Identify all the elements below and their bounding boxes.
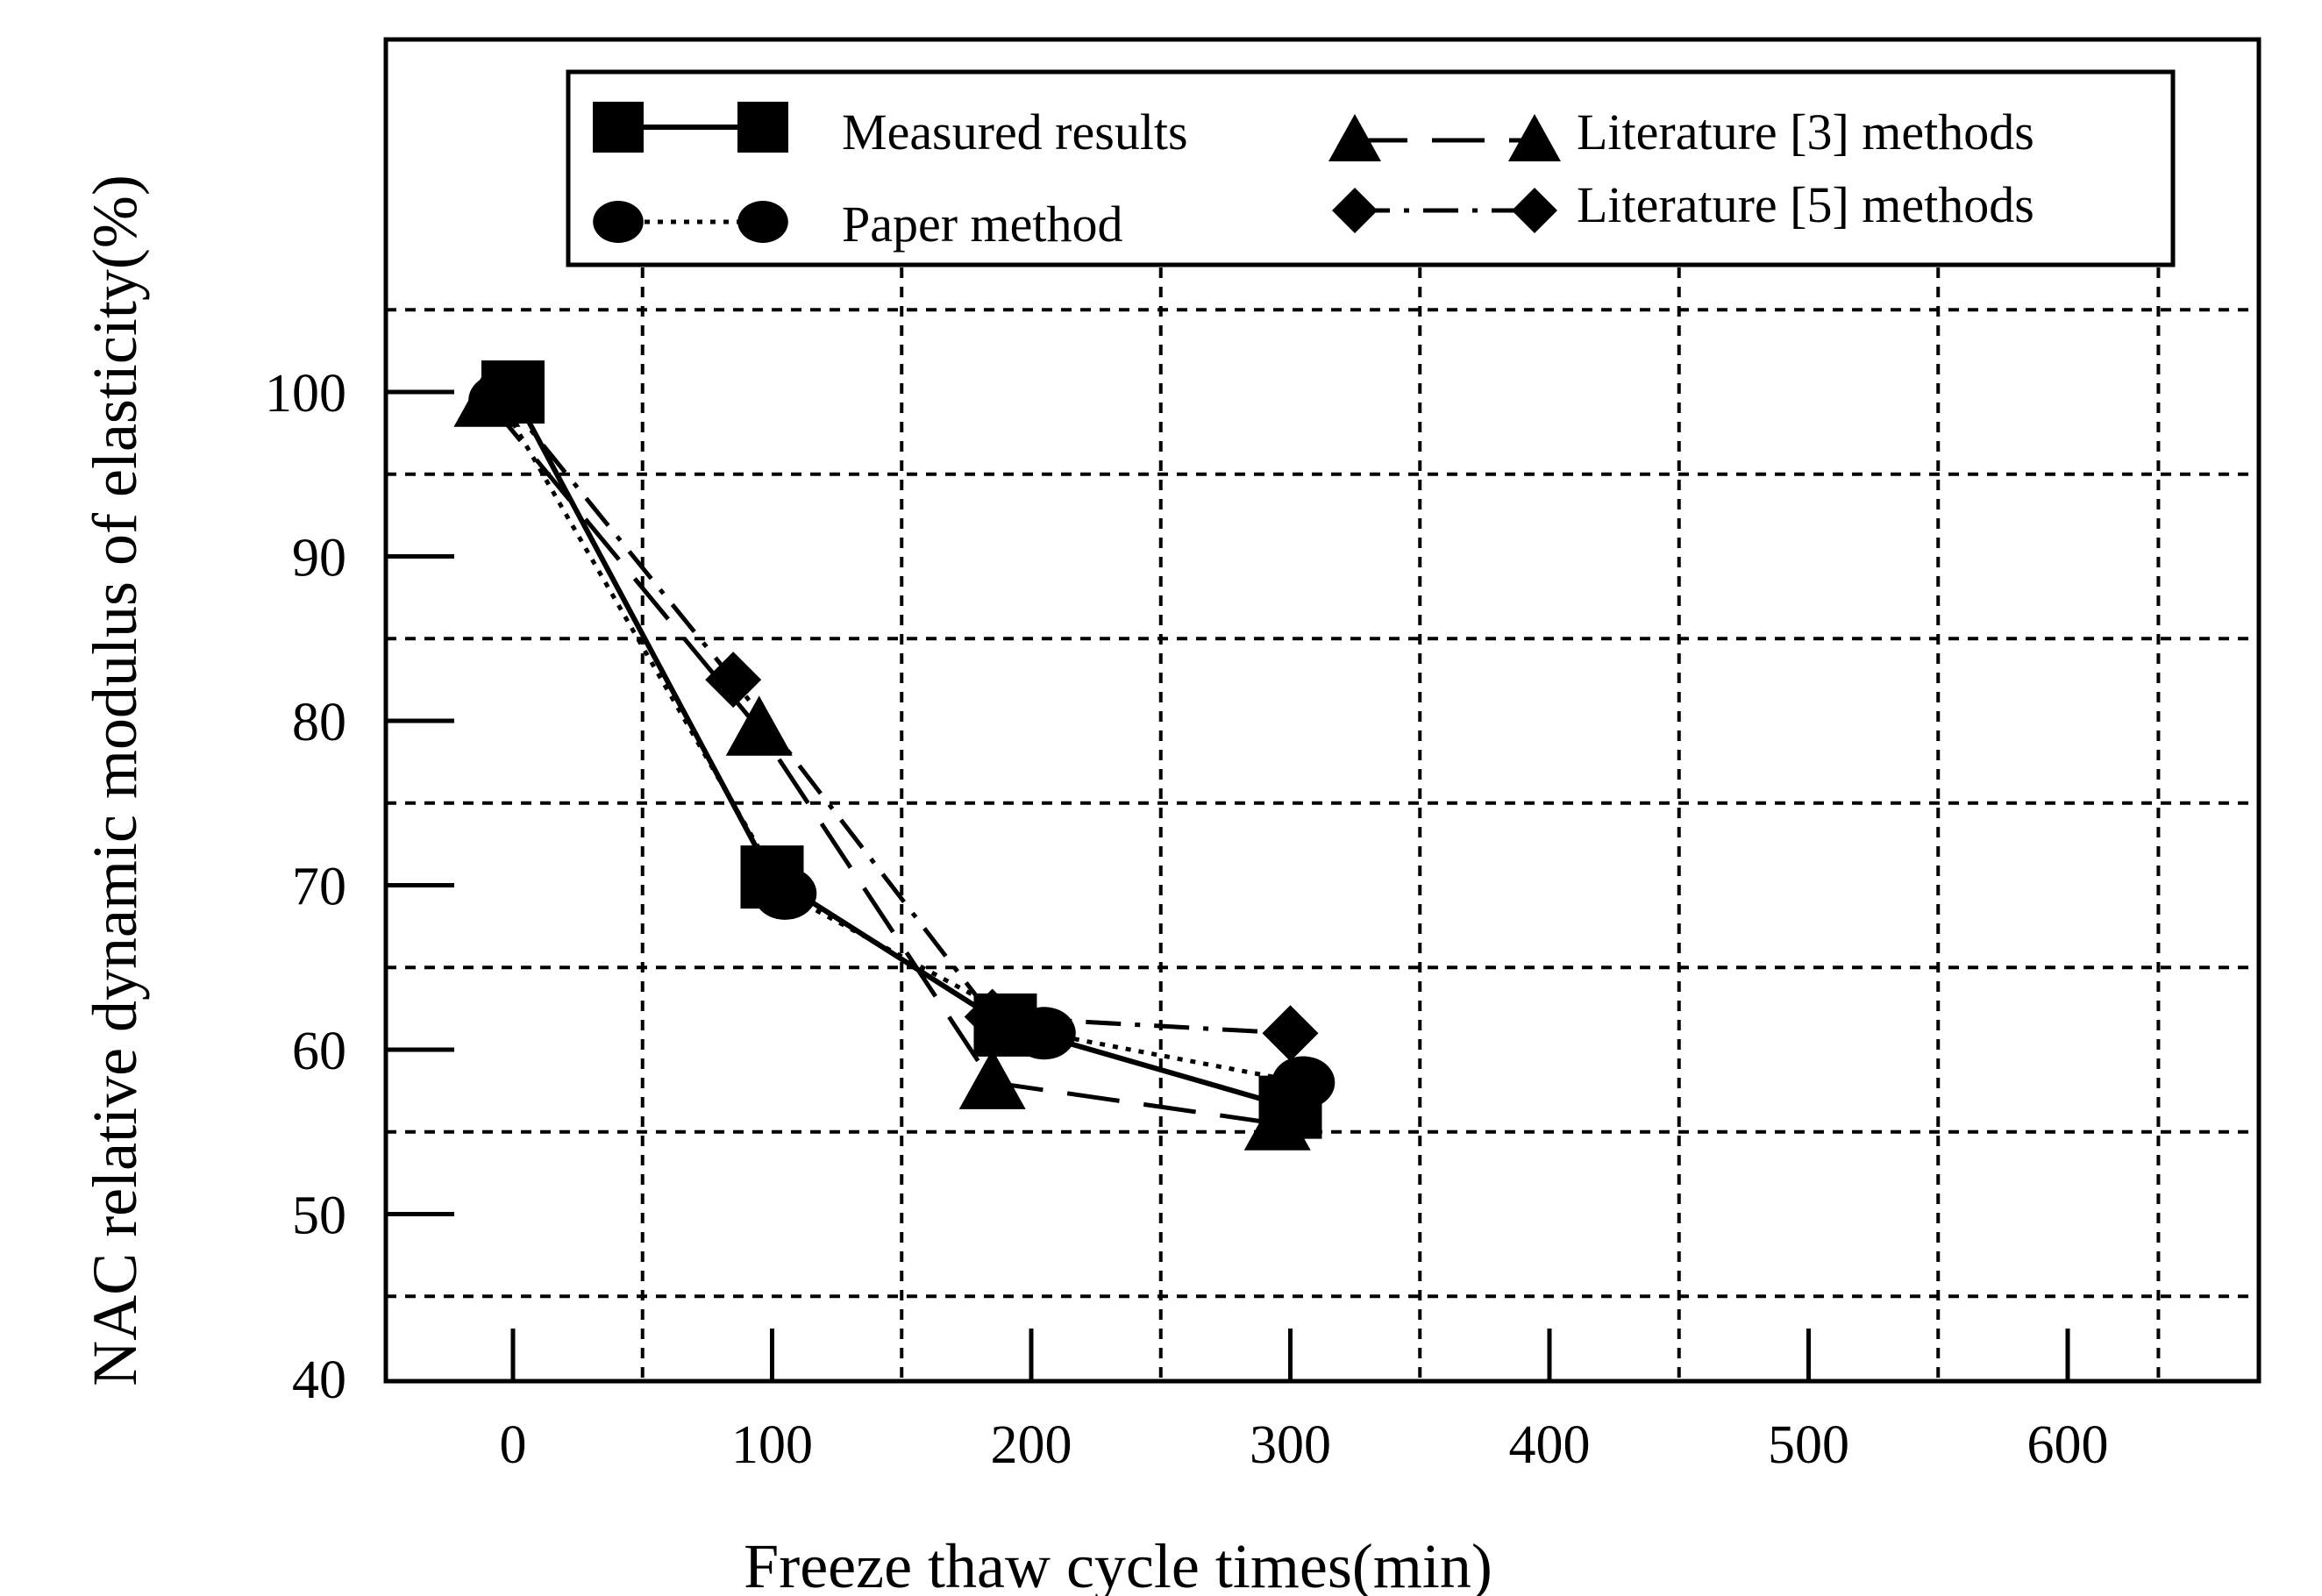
data-point-literature-3 [958,1049,1026,1109]
legend-marker-paper-method [737,201,788,243]
legend-marker-measured-results [737,102,788,153]
axis-ticks: 40 50 60 70 80 90 100 0 100 200 300 400 500 600 [265,364,2109,1475]
y-tick-label: 80 [292,693,346,752]
y-tick-label: 50 [292,1186,346,1246]
x-tick-label: 600 [2027,1415,2109,1475]
legend-marker-literature-3 [1328,114,1381,161]
plot-frame [383,37,2261,1384]
y-tick-label: 70 [292,858,346,917]
x-tick-label: 300 [1250,1415,1331,1475]
data-point-paper-method [1012,1007,1076,1060]
y-tick-label: 90 [292,529,346,588]
x-axis-title: Freeze thaw cycle times(min) [744,1531,1492,1596]
data-point-literature-5 [964,988,1021,1045]
y-tick-label: 100 [265,364,346,424]
legend-box [566,69,2176,267]
y-tick-label: 60 [292,1022,346,1081]
legend-marker-literature-5 [1332,188,1378,233]
legend: Measured results Paper method Literature… [566,69,2176,267]
legend-label-measured-results: Measured results [842,103,1188,160]
data-point-literature-5 [472,364,529,420]
data-point-paper-method [753,866,817,920]
grid [386,267,2259,1381]
legend-marker-measured-results [593,102,644,153]
series-line-literature-5 [498,390,1291,1036]
data-point-literature-5 [1262,1005,1319,1062]
x-tick-label: 100 [731,1415,813,1475]
data-point-literature-3 [1243,1090,1311,1151]
series-line-literature-3 [485,398,1279,1126]
legend-entries [593,102,1561,243]
series-layer [453,360,1336,1151]
y-tick-label: 40 [292,1350,346,1410]
x-tick-label: 200 [991,1415,1072,1475]
data-point-literature-5 [705,652,762,709]
data-point-paper-method [1271,1056,1336,1109]
y-axis-title: NAC relative dynamic modulus of elastici… [80,175,150,1386]
legend-marker-literature-5 [1512,188,1557,233]
x-tick-label: 500 [1768,1415,1849,1475]
x-tick-label: 0 [500,1415,527,1475]
legend-label-paper-method: Paper method [842,196,1123,253]
legend-marker-literature-3 [1508,114,1561,161]
legend-label-literature-5: Literature [5] methods [1577,176,2034,233]
legend-marker-paper-method [593,201,644,243]
data-point-literature-3 [725,695,793,756]
x-tick-label: 400 [1509,1415,1591,1475]
legend-label-literature-3: Literature [3] methods [1577,103,2034,160]
